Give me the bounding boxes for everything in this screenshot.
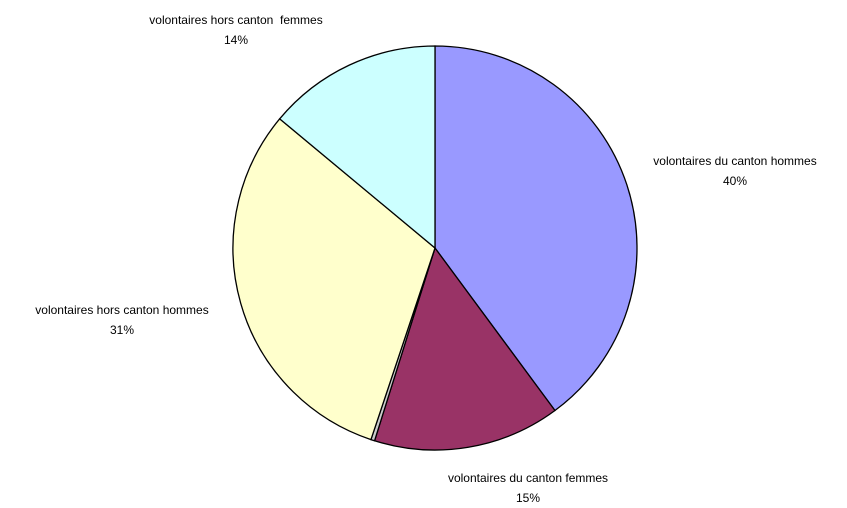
- slice-label-4: volontaires hors canton femmes: [149, 13, 322, 27]
- slice-label-1: volontaires du canton femmes: [448, 471, 608, 485]
- pie-labels: volontaires du canton hommes 40% volontair…: [35, 13, 816, 505]
- slice-label-0: volontaires du canton hommes: [653, 154, 816, 168]
- pie-slice-3: [232, 117, 436, 441]
- pie-slice-0: [434, 45, 638, 412]
- slice-value-4: 14%: [224, 33, 248, 47]
- slice-value-0: 40%: [723, 174, 747, 188]
- pie-slices: [232, 45, 638, 451]
- slice-value-3: 31%: [110, 323, 134, 337]
- pie-slice-4: [278, 45, 436, 250]
- slice-label-3: volontaires hors canton hommes: [35, 303, 208, 317]
- slice-value-1: 15%: [516, 491, 540, 503]
